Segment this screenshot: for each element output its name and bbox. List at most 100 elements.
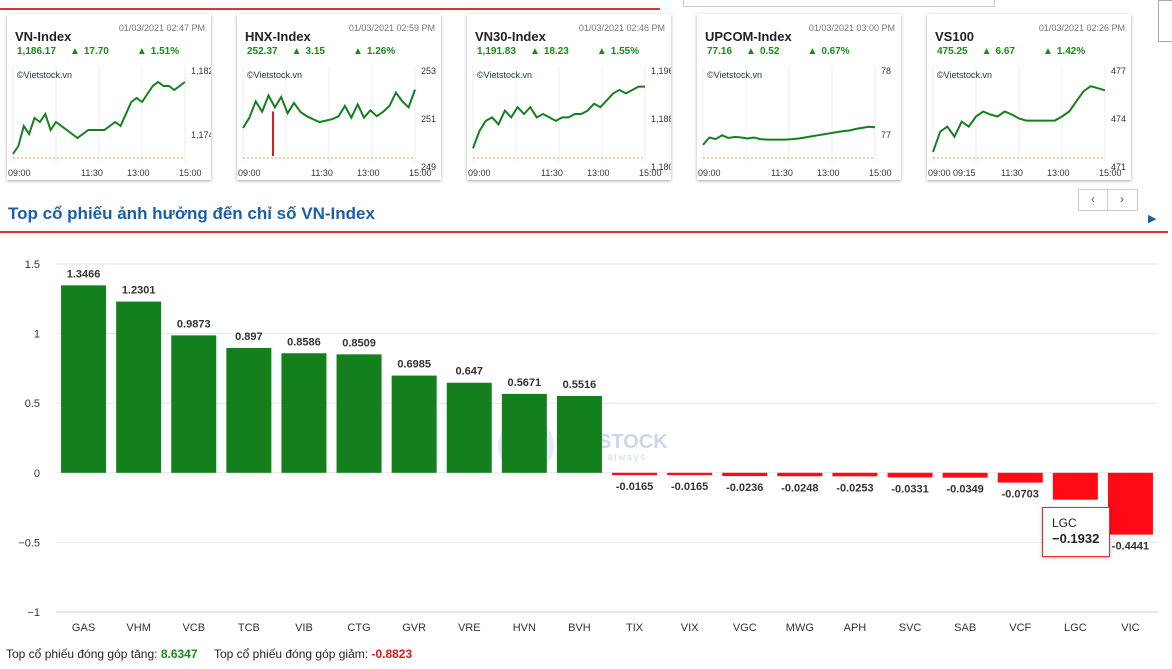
index-card[interactable]: 1,196 1,188 1,180 09:00 11:30 13:00 15:00 01/03…: [467, 14, 671, 180]
category-label: BVH: [568, 622, 591, 634]
search-box-edge[interactable]: [683, 0, 995, 7]
bar-vix: [667, 472, 713, 476]
card-values: 1,191.83 ▲ 18.23 ▲ 1.55%: [477, 46, 667, 57]
up-triangle-icon: ▲: [981, 46, 992, 57]
category-label: VHM: [126, 622, 150, 634]
bar-mwg: [777, 472, 823, 477]
y-tick-label: 1: [34, 329, 40, 341]
card-change: ▲ 3.15: [291, 46, 325, 57]
x-tick-label: 15:00: [1099, 168, 1122, 178]
card-change: ▲ 17.70: [69, 46, 109, 57]
card-value: 252.37: [247, 46, 278, 57]
index-line: [472, 85, 645, 149]
index-line: [702, 125, 876, 146]
y-tick-label: 477: [1111, 66, 1126, 76]
watermark-text: STOCK: [598, 431, 668, 453]
up-triangle-icon: ▲: [352, 46, 363, 57]
category-label: HVN: [513, 622, 536, 634]
card-values: 475.25 ▲ 6.67 ▲ 1.42%: [937, 46, 1113, 57]
x-tick-label: 13:00: [587, 168, 610, 178]
index-card[interactable]: 477 474 471 09:00 09:15 11:30 13:00 15:00 01/03…: [927, 14, 1131, 180]
card-index-name: HNX-Index: [245, 29, 311, 44]
bar-vre: [446, 382, 492, 473]
category-label: SVC: [899, 622, 922, 634]
category-label: VCF: [1009, 622, 1031, 634]
y-tick-label: 251: [421, 114, 436, 124]
category-label: VIC: [1121, 622, 1139, 634]
x-tick-label: 13:00: [1047, 168, 1070, 178]
bar-aph: [832, 472, 878, 477]
card-pager: ‹ ›: [1078, 189, 1138, 211]
x-tick-label: 11:30: [771, 168, 793, 178]
data-label: 0.5516: [563, 379, 597, 391]
data-label: -0.0331: [891, 483, 928, 495]
x-tick-label: 09:00: [238, 168, 261, 178]
up-label: Top cổ phiếu đóng góp tăng:: [6, 647, 158, 661]
data-label: -0.0349: [946, 484, 983, 496]
y-tick-label: −0.5: [18, 537, 40, 549]
category-label: VIX: [681, 622, 699, 634]
card-source: ©Vietstock.vn: [247, 70, 302, 80]
x-tick-label: 15:00: [869, 168, 892, 178]
x-tick-label: 11:30: [81, 168, 103, 178]
x-tick-label: 13:00: [357, 168, 380, 178]
y-tick-label: 78: [881, 66, 891, 76]
mini-line-chart: 78 77 09:00 11:30 13:00 15:00: [698, 66, 892, 178]
index-line: [932, 85, 1106, 153]
play-arrow-icon[interactable]: ▶: [1148, 213, 1157, 225]
card-values: 1,186.17 ▲ 17.70 ▲ 1.51%: [17, 46, 207, 57]
category-label: TIX: [626, 622, 644, 634]
category-label: GAS: [72, 622, 95, 634]
card-value: 475.25: [937, 46, 968, 57]
card-source: ©Vietstock.vn: [477, 70, 532, 80]
y-tick-label: 474: [1111, 114, 1126, 124]
x-tick-label: 09:00: [698, 168, 721, 178]
up-triangle-icon: ▲: [69, 46, 80, 57]
y-tick-label: 471: [1111, 162, 1126, 172]
x-tick-label: 15:00: [409, 168, 432, 178]
card-change: ▲ 18.23: [529, 46, 569, 57]
data-label: -0.4441: [1112, 541, 1149, 553]
card-source: ©Vietstock.vn: [17, 70, 72, 80]
down-value: -0.8823: [371, 647, 413, 661]
up-triangle-icon: ▲: [807, 46, 818, 57]
index-card[interactable]: 253 251 249 09:00 11:30 13:00 15:00 01/03/2021 …: [237, 14, 441, 180]
data-label: -0.0165: [616, 481, 653, 493]
prev-arrow-button[interactable]: ‹: [1079, 190, 1108, 210]
card-percent: ▲ 1.55%: [596, 46, 640, 57]
card-values: 252.37 ▲ 3.15 ▲ 1.26%: [247, 46, 423, 57]
y-tick-label: −1: [27, 607, 40, 619]
index-card[interactable]: 1,182 1,174 09:00 11:30 13:00 15:00 01/03/2021…: [7, 14, 211, 180]
card-change: ▲ 6.67: [981, 46, 1015, 57]
bar-vcb: [171, 335, 217, 473]
card-datetime: 01/03/2021 02:47 PM: [118, 23, 205, 33]
card-index-name: VN-Index: [15, 29, 72, 44]
data-label: -0.0253: [836, 482, 873, 494]
data-label: 0.5671: [508, 377, 542, 389]
mini-line-chart: 1,182 1,174 09:00 11:30 13:00 15:00: [8, 66, 211, 178]
x-tick-label: 15:00: [179, 168, 202, 178]
data-label: 0.897: [235, 331, 263, 343]
data-label: 0.6985: [397, 359, 431, 371]
data-label: 0.9873: [177, 318, 211, 330]
mini-line-chart: 253 251 249 09:00 11:30 13:00 15:00: [238, 66, 436, 178]
bar-svc: [887, 472, 933, 478]
y-tick-label: 253: [421, 66, 436, 76]
category-label: APH: [844, 622, 867, 634]
y-tick-label: 1.5: [25, 259, 40, 271]
top-divider: [0, 8, 660, 10]
card-value: 77.16: [707, 46, 733, 57]
bar-vgc: [722, 472, 768, 477]
up-triangle-icon: ▲: [529, 46, 540, 57]
index-card[interactable]: 78 77 09:00 11:30 13:00 15:00 01/03/2021 03:00…: [697, 14, 901, 180]
category-label: GVR: [402, 622, 426, 634]
category-label: CTG: [347, 622, 370, 634]
summary-footer: Top cổ phiếu đóng góp tăng: 8.6347 Top c…: [6, 647, 412, 661]
chart-tooltip: LGC −0.1932: [1042, 507, 1110, 557]
next-arrow-button[interactable]: ›: [1120, 192, 1124, 206]
data-label: 0.8509: [342, 337, 376, 349]
data-label: 1.3466: [67, 268, 101, 280]
card-value: 1,186.17: [17, 46, 56, 57]
category-label: SAB: [954, 622, 976, 634]
bar-vic: [1107, 472, 1153, 535]
